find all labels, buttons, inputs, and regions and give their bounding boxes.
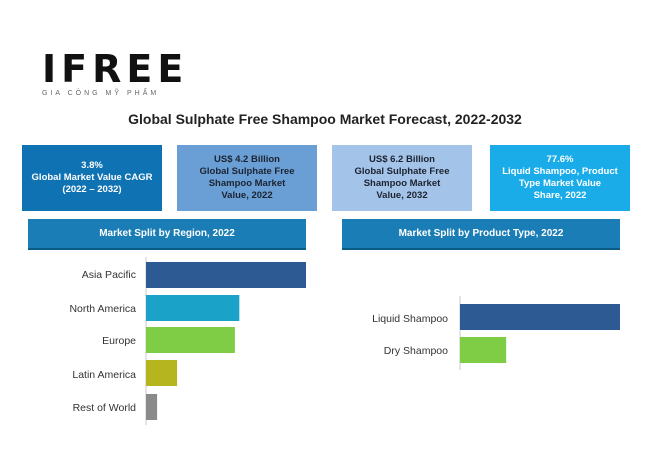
chart-title: Global Sulphate Free Shampoo Market Fore… [128,111,522,127]
product-section-header: Market Split by Product Type, 2022 [342,219,620,250]
kpi-liquid-share-line-4: Share, 2022 [533,190,587,201]
region-label-europe: Europe [102,335,136,347]
kpi-value-2032-line-4: Value, 2032 [376,190,428,201]
kpi-value-2032-line-1: US$ 6.2 Billion [369,154,435,165]
brand-logo: IFREE GIA CÔNG MỸ PHẨM [42,50,192,97]
kpi-value-2022-line-4: Value, 2022 [221,190,273,201]
product-label-liquid-shampoo: Liquid Shampoo [372,313,448,325]
kpi-value-2022: US$ 4.2 Billion Global Sulphate Free Sha… [177,145,317,211]
bar-latin-america [146,360,178,386]
kpi-value-2032-line-2: Global Sulphate Free [354,166,450,177]
logo-tagline: GIA CÔNG MỸ PHẨM [42,90,160,97]
region-label-north-america: North America [69,303,136,315]
kpi-value-2022-line-1: US$ 4.2 Billion [214,154,280,165]
kpi-cagr-line-1: 3.8% [81,160,103,171]
kpi-liquid-share-line-1: 77.6% [546,154,574,165]
bar-rest-of-world [146,394,158,420]
region-label-latin-america: Latin America [72,369,136,381]
kpi-value-2032: US$ 6.2 Billion Global Sulphate Free Sha… [332,145,472,211]
bar-north-america [146,295,240,321]
kpi-cagr: 3.8% Global Market Value CAGR (2022 – 20… [22,145,162,211]
logo-mark: IFREE [42,47,189,91]
region-section-header: Market Split by Region, 2022 [28,219,306,250]
bar-dry-shampoo [460,337,507,363]
kpi-liquid-share-line-2: Liquid Shampoo, Product [502,166,618,177]
region-label-rest-of-world: Rest of World [73,402,137,414]
bar-liquid-shampoo [460,304,620,330]
kpi-cagr-line-3: (2022 – 2032) [62,184,122,195]
kpi-value-2022-line-2: Global Sulphate Free [199,166,295,177]
product-label-dry-shampoo: Dry Shampoo [384,345,448,357]
kpi-value-2032-line-3: Shampoo Market [363,178,441,189]
bar-asia-pacific [146,262,306,288]
kpi-cagr-line-2: Global Market Value CAGR [31,172,153,183]
kpi-liquid-share: 77.6% Liquid Shampoo, Product Type Marke… [490,145,630,211]
bar-europe [146,327,235,353]
region-label-asia-pacific: Asia Pacific [82,269,136,281]
kpi-liquid-share-line-3: Type Market Value [518,178,602,189]
kpi-value-2022-line-3: Shampoo Market [208,178,286,189]
